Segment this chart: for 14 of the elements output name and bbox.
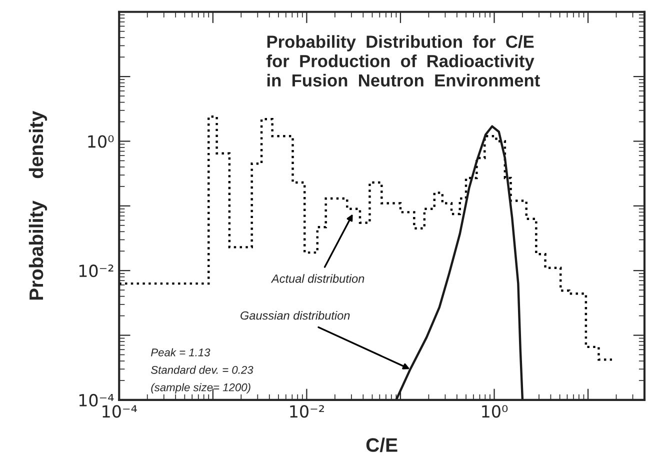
annotation: (sample size= 1200) — [151, 383, 250, 394]
annotation: Gaussian distribution — [240, 311, 350, 320]
y-axis-title: Probability density — [28, 110, 48, 300]
y-tick-label: 10⁰ — [88, 135, 114, 148]
y-tick-label: 10⁻⁴ — [79, 394, 114, 407]
x-tick-label: 10⁰ — [482, 405, 508, 418]
text: Probability Distribution for C/E for Production of Radioactivity in Fusion Neutron Environment — [266, 35, 540, 87]
x-tick-label: 10⁻² — [290, 405, 324, 418]
annotation: Peak = 1.13 — [150, 348, 210, 356]
y-tick-label: 10⁻² — [79, 264, 114, 278]
x-axis-title: C/E — [366, 438, 398, 452]
annotation: Standard dev. = 0.23 — [150, 366, 254, 374]
x-tick-label: 10⁻⁴ — [102, 405, 137, 418]
annotation: Actual distribution — [270, 274, 364, 283]
